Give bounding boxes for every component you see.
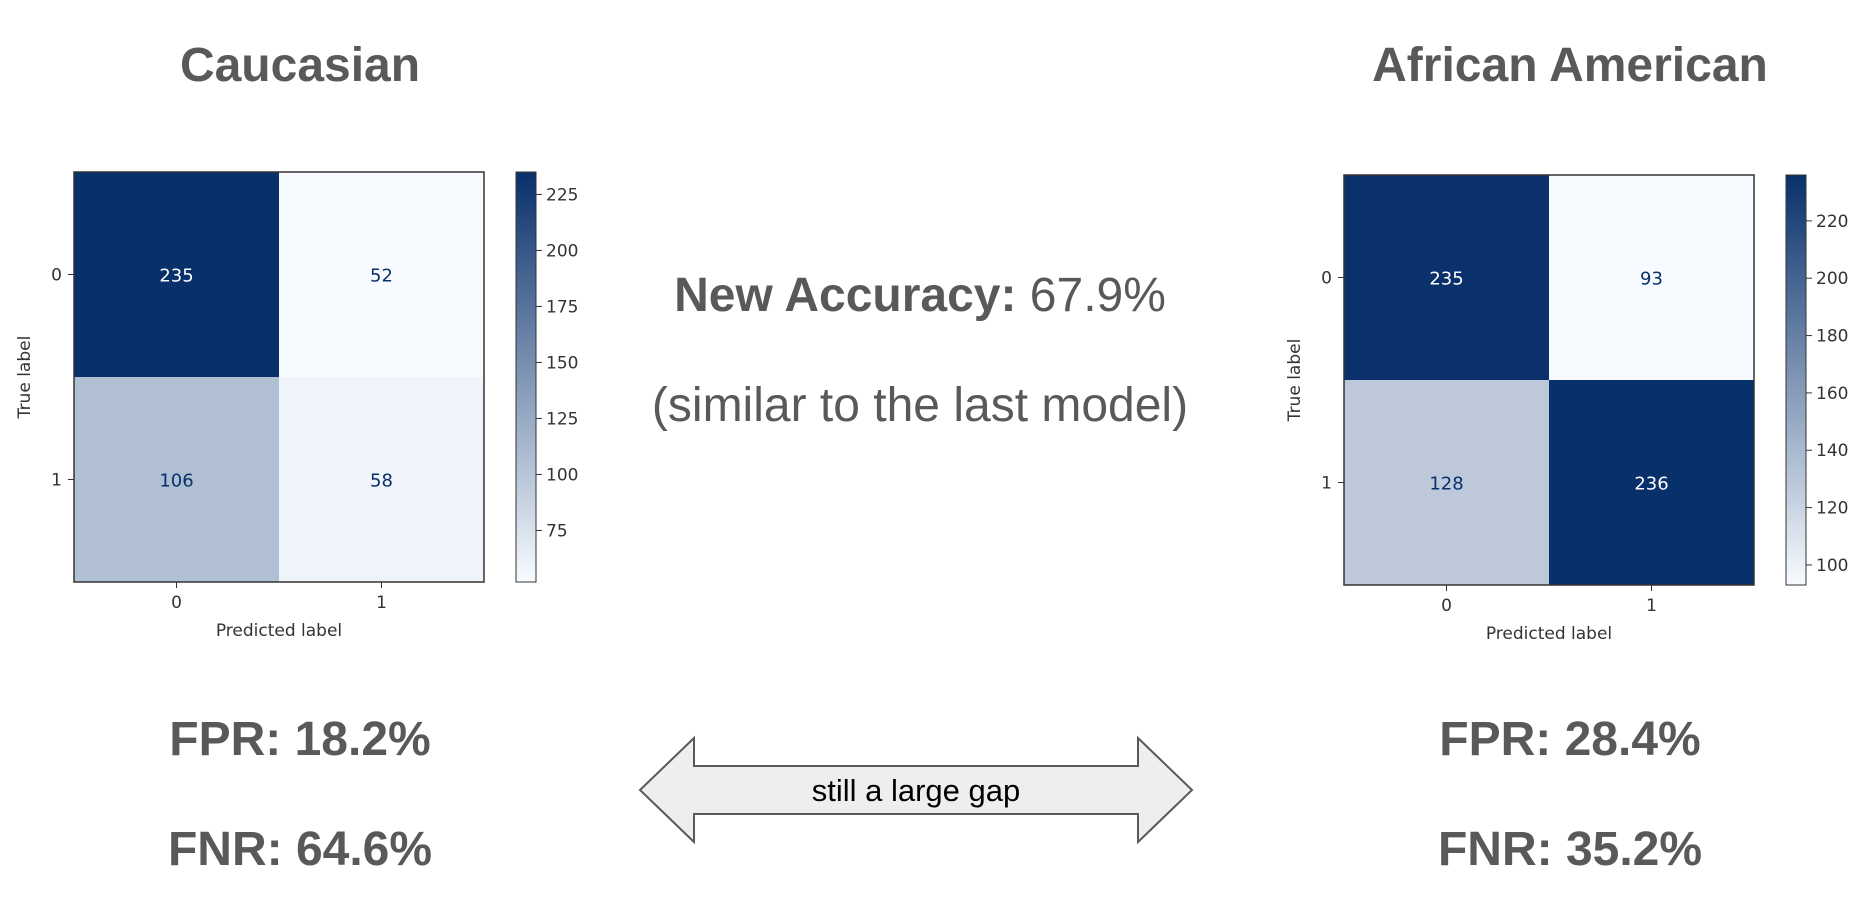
colorbar-tick-label: 220 [1816,212,1848,232]
colorbar-tick-label: 125 [546,409,578,429]
cell-value: 235 [159,266,193,287]
cell-value: 236 [1634,474,1668,495]
confusion-matrix-caucasian: 235 52 106 58 0 1 0 1 Predicted label True label 7… [15,171,578,641]
cell-value: 128 [1429,474,1463,495]
x-axis-label: Predicted label [216,621,342,641]
y-tick-label: 1 [1321,474,1332,494]
x-tick-label: 0 [1441,596,1452,616]
caucasian-fnr: FNR: 64.6% [100,822,500,877]
accuracy-line: New Accuracy: 67.9% [560,268,1280,323]
accuracy-label: New Accuracy: [674,269,1017,322]
matrix-cell [74,377,279,582]
y-tick-label: 1 [51,471,62,491]
cell-value: 93 [1640,269,1663,290]
colorbar-tick-label: 100 [546,465,578,485]
matrix-cell [1549,175,1754,380]
fpr-label: FPR: [169,713,282,766]
colorbar-tick-label: 120 [1816,499,1848,519]
african-american-title: African American [1372,39,1768,92]
fpr-value: 18.2% [294,713,431,766]
matrix-cell [279,377,484,582]
colorbar-tick-label: 175 [546,297,578,317]
colorbar [515,171,537,583]
y-axis-label: True label [15,336,35,420]
matrix-frame [1343,174,1755,586]
fpr-label: FPR: [1439,713,1552,766]
matrix-cell [74,172,279,377]
matrix-cell [1549,380,1754,585]
cell-value: 58 [370,471,393,492]
double-arrow-shape: still a large gap [638,735,1194,845]
fnr-label: FNR: [1437,823,1553,876]
x-tick-label: 1 [376,593,387,613]
y-tick-label: 0 [51,266,62,286]
fpr-value: 28.4% [1564,713,1701,766]
colorbar-tick-label: 225 [546,185,578,205]
x-axis-label: Predicted label [1486,624,1612,644]
accuracy-note: (similar to the last model) [651,379,1189,432]
matrix-cell [1344,380,1549,585]
fnr-label: FNR: [167,823,283,876]
x-tick-label: 0 [171,593,182,613]
matrix-cell [279,172,484,377]
colorbar-tick-label: 100 [1816,556,1848,576]
y-axis-label: True label [1285,339,1305,423]
colorbar-tick-label: 150 [546,353,578,373]
y-tick-label: 0 [1321,269,1332,289]
colorbar-tick-label: 140 [1816,441,1848,461]
colorbar-tick-label: 75 [546,521,568,541]
confusion-matrix-african-american: 235 93 128 236 0 1 0 1 Predicted label True label… [1285,174,1848,644]
cell-value: 235 [1429,269,1463,290]
matrix-cell [1344,175,1549,380]
cell-value: 106 [159,471,193,492]
fnr-value: 35.2% [1565,823,1703,876]
colorbar-tick-label: 160 [1816,384,1848,404]
colorbar-tick-label: 200 [546,241,578,261]
matrix-frame [73,171,485,583]
caucasian-title: Caucasian [179,39,421,92]
african-american-fnr: FNR: 35.2% [1370,822,1770,877]
accuracy-value: 67.9% [1029,269,1166,322]
colorbar-tick-label: 180 [1816,327,1848,347]
arrow-text: still a large gap [812,773,1021,808]
colorbar [1785,174,1807,586]
colorbar-tick-label: 200 [1816,269,1848,289]
cell-value: 52 [370,266,393,287]
african-american-fpr: FPR: 28.4% [1370,712,1770,767]
fnr-value: 64.6% [295,823,433,876]
caucasian-fpr: FPR: 18.2% [100,712,500,767]
x-tick-label: 1 [1646,596,1657,616]
double-arrow-icon [638,735,1194,845]
